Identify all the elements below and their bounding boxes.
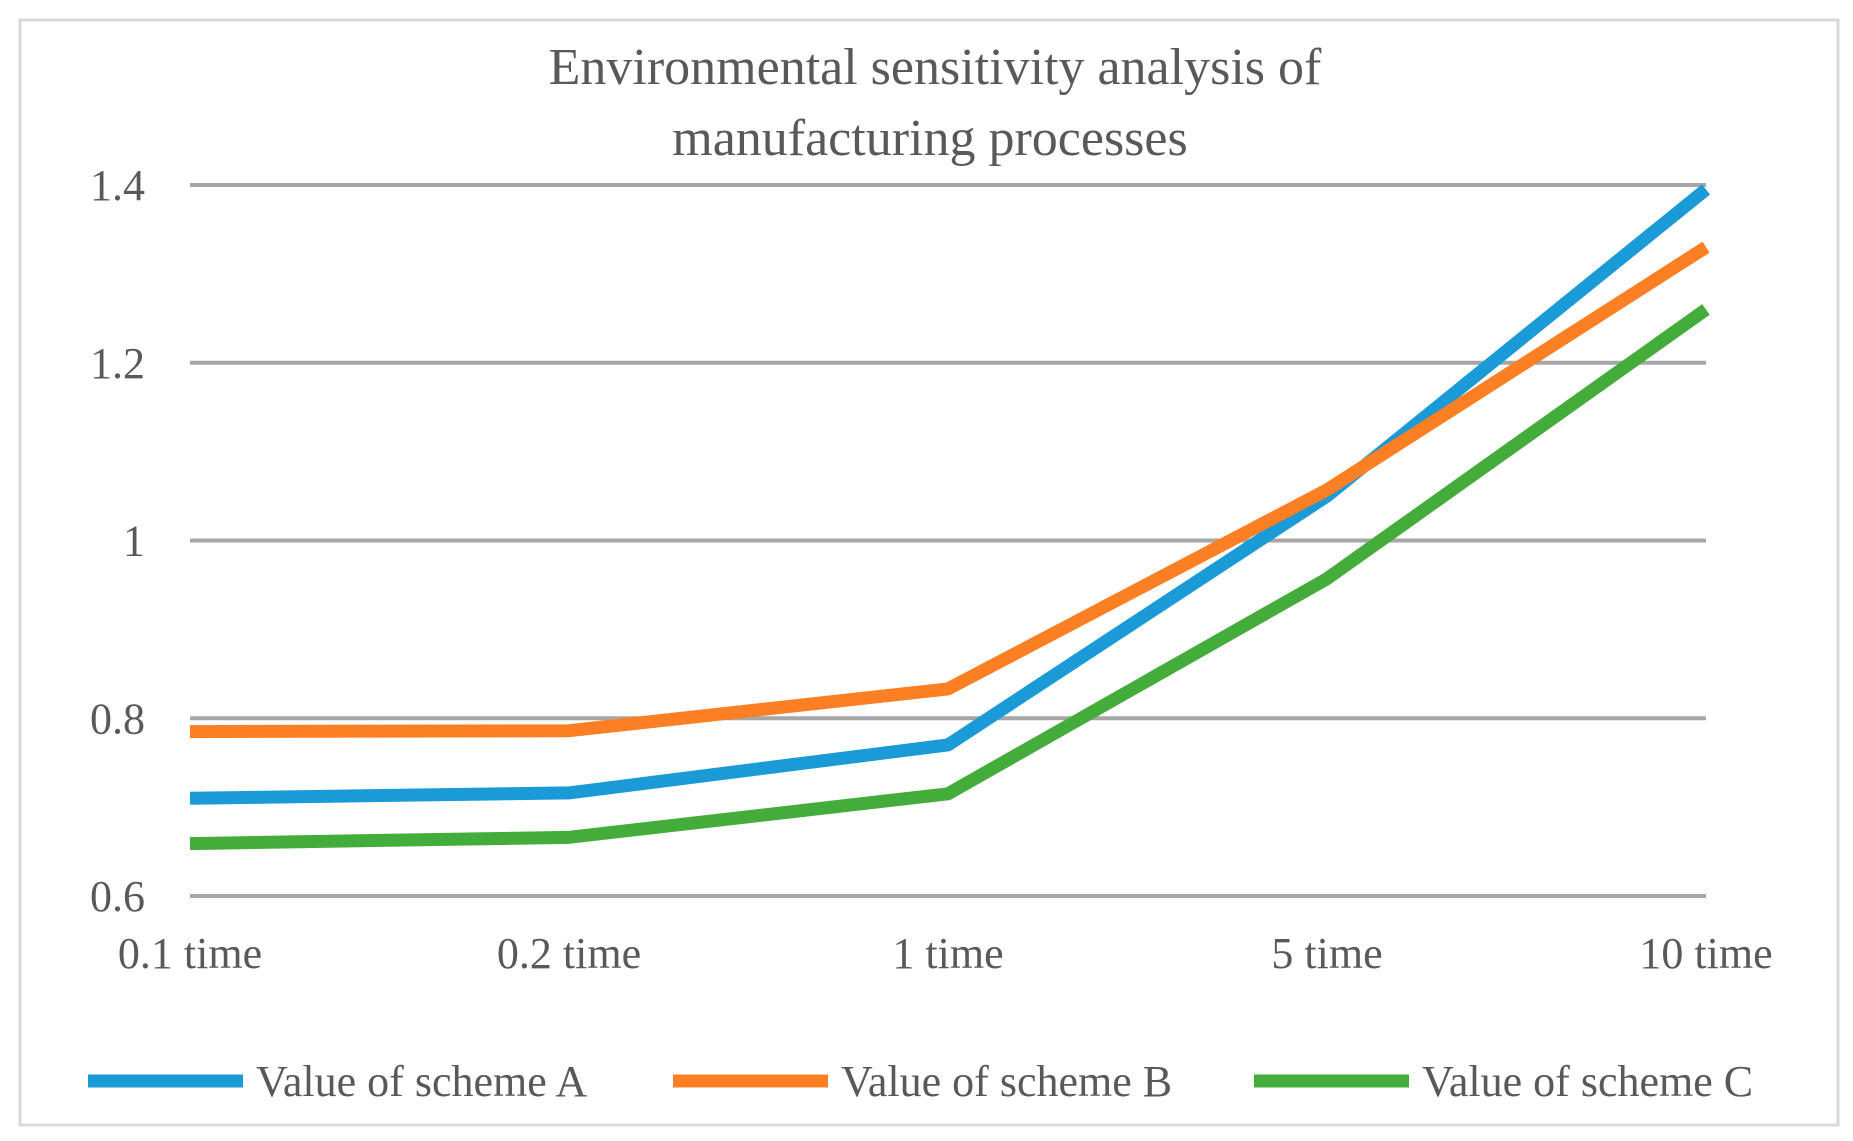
y-tick-label: 1.2 xyxy=(90,339,145,388)
series-line-b xyxy=(189,241,1710,739)
series-line-a xyxy=(189,184,1711,805)
chart-frame xyxy=(18,18,1840,1127)
x-tick-label: 1 time xyxy=(892,929,1003,978)
y-tick-label: 0.8 xyxy=(90,694,145,743)
x-tick-label: 0.1 time xyxy=(118,929,262,978)
series-line-c xyxy=(189,304,1710,851)
x-tick-label: 5 time xyxy=(1271,929,1382,978)
x-tick-label: 0.2 time xyxy=(497,929,641,978)
legend-label: Value of scheme B xyxy=(841,1057,1172,1106)
y-tick-label: 1 xyxy=(123,517,145,566)
y-tick-label: 1.4 xyxy=(90,161,145,210)
legend-label: Value of scheme C xyxy=(1422,1057,1753,1106)
chart-title-line-2: manufacturing processes xyxy=(672,110,1187,167)
y-tick-label: 0.6 xyxy=(90,872,145,921)
legend-label: Value of scheme A xyxy=(256,1057,587,1106)
chart-title-line-1: Environmental sensitivity analysis of xyxy=(549,39,1322,96)
x-tick-label: 10 time xyxy=(1639,929,1772,978)
